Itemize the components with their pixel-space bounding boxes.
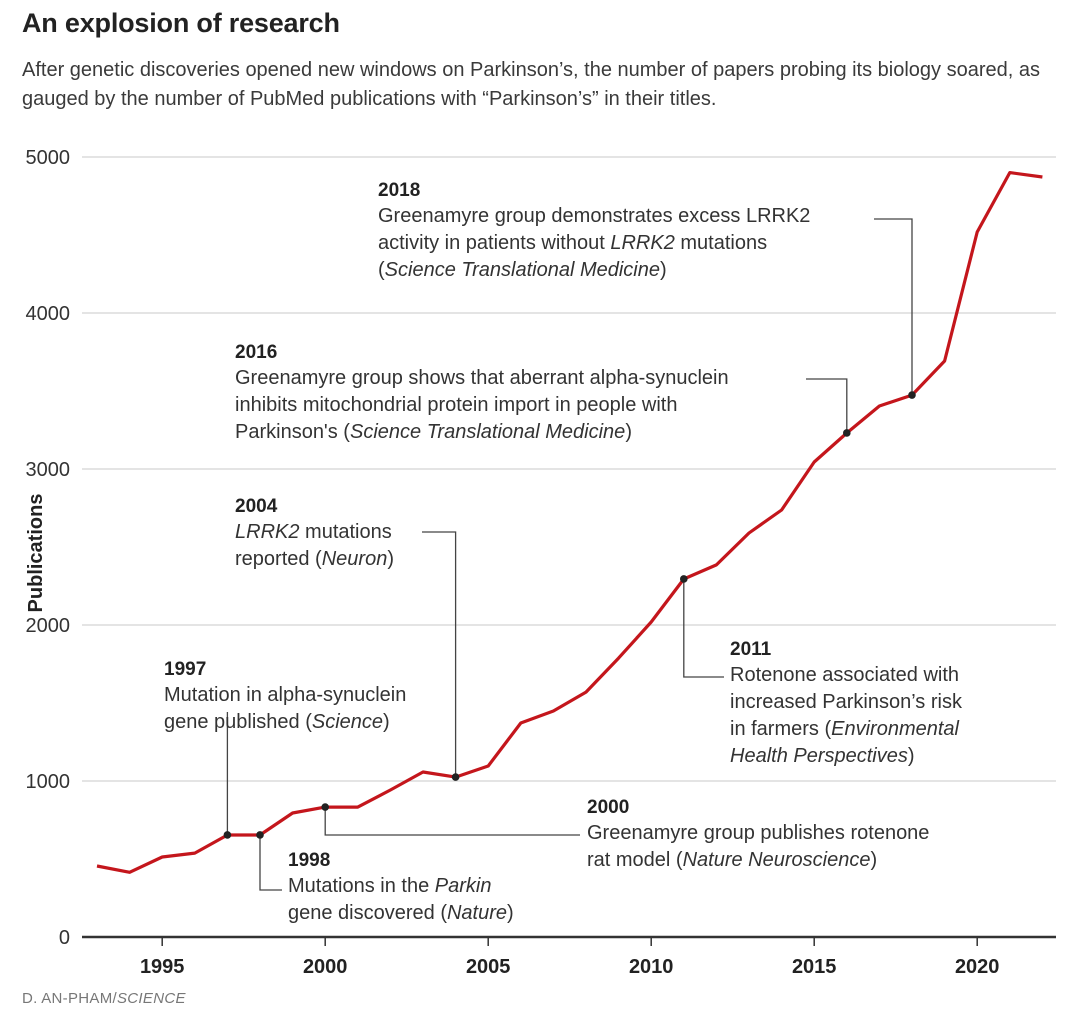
annotation-2011: 2011 Rotenone associated with increased Pa…	[730, 639, 963, 767]
annotation-1998: 1998 Mutations in the Parkin gene discover…	[288, 850, 514, 924]
annotation-markers	[223, 391, 916, 839]
leader-line-2011	[683, 578, 724, 678]
annotation-text-line: (Science Translational Medicine)	[378, 259, 667, 281]
annotation-text-line: Rotenone associated with	[730, 664, 959, 686]
annotation-text-line: activity in patients without LRRK2 mutat…	[378, 232, 767, 254]
y-tick-label: 4000	[26, 303, 71, 325]
annotation-2016: 2016 Greenamyre group shows that aberrant…	[235, 342, 729, 443]
leader-line-2018	[874, 218, 913, 396]
marker-1997	[223, 831, 232, 839]
chart-subtitle: After genetic discoveries opened new win…	[22, 59, 1040, 110]
publications-line	[96, 171, 1043, 874]
marker-2016	[843, 429, 851, 437]
marker-1998	[256, 831, 264, 839]
annotation-year: 2000	[587, 797, 629, 818]
credit-author: D. AN-PHAM/	[22, 990, 117, 1007]
leader-line-2000	[324, 807, 580, 836]
x-axis: 1995 2000 2005 2010 2015 2020	[82, 935, 1056, 978]
annotation-year: 2016	[235, 342, 277, 363]
y-tick-label: 2000	[26, 615, 71, 637]
leader-line-2004	[422, 531, 457, 778]
leader-line-2016	[806, 378, 848, 433]
annotation-text-line: Health Perspectives)	[730, 745, 915, 767]
marker-2018	[908, 391, 916, 399]
x-tick-label: 2020	[955, 956, 1000, 978]
y-tick-label: 3000	[26, 459, 71, 481]
marker-2004	[451, 773, 460, 781]
annotation-text-line: Parkinson's (Science Translational Medic…	[235, 421, 632, 443]
annotation-2000: 2000 Greenamyre group publishes rotenone r…	[587, 797, 929, 871]
credit-line: D. AN-PHAM/SCIENCE	[22, 990, 186, 1007]
annotation-leaders	[226, 218, 913, 891]
annotation-text-line: gene published (Science)	[164, 711, 390, 733]
y-tick-label: 1000	[26, 771, 71, 793]
y-tick-label: 5000	[26, 147, 71, 169]
chart-title: An explosion of research	[22, 8, 340, 38]
annotation-2018: 2018 Greenamyre group demonstrates excess…	[378, 180, 810, 281]
y-axis-ticks: 0 1000 2000 3000 4000 5000	[26, 147, 71, 949]
marker-2000	[321, 803, 330, 811]
credit-outlet: SCIENCE	[116, 990, 186, 1007]
series-line	[96, 171, 1043, 874]
annotation-year: 2018	[378, 180, 420, 201]
annotation-text-line: Greenamyre group publishes rotenone	[587, 822, 929, 844]
annotation-text-line: reported (Neuron)	[235, 548, 394, 570]
annotation-text-line: Greenamyre group demonstrates excess LRR…	[378, 205, 810, 227]
annotation-year: 1997	[164, 659, 206, 680]
annotation-1997: 1997 Mutation in alpha-synuclein gene publ…	[164, 659, 406, 733]
x-tick-label: 2000	[303, 956, 348, 978]
annotation-text-line: Mutations in the Parkin	[288, 875, 491, 897]
gridlines	[82, 156, 1056, 782]
y-axis-label: Publications	[25, 494, 47, 613]
annotation-text-line: inhibits mitochondrial protein import in…	[235, 394, 677, 416]
marker-2011	[680, 575, 688, 583]
y-tick-label: 0	[59, 927, 70, 949]
annotation-2004: 2004 LRRK2 mutations reported (Neuron)	[235, 496, 394, 570]
annotation-text-line: LRRK2 mutations	[235, 521, 392, 543]
annotation-text-line: rat model (Nature Neuroscience)	[587, 849, 877, 871]
annotation-text-line: in farmers (Environmental	[730, 718, 960, 740]
annotation-year: 2011	[730, 639, 772, 660]
annotation-text-line: gene discovered (Nature)	[288, 902, 514, 924]
x-tick-label: 2005	[466, 956, 511, 978]
annotation-text-line: Mutation in alpha-synuclein	[164, 684, 406, 706]
annotations: 1997 Mutation in alpha-synuclein gene publ…	[164, 180, 963, 924]
annotation-text-line: Greenamyre group shows that aberrant alp…	[235, 367, 729, 389]
x-tick-label: 1995	[140, 956, 185, 978]
annotation-text-line: increased Parkinson’s risk	[730, 691, 963, 713]
x-tick-label: 2015	[792, 956, 837, 978]
x-tick-label: 2010	[629, 956, 674, 978]
leader-line-1998	[259, 834, 282, 891]
annotation-year: 1998	[288, 850, 330, 871]
annotation-year: 2004	[235, 496, 278, 517]
